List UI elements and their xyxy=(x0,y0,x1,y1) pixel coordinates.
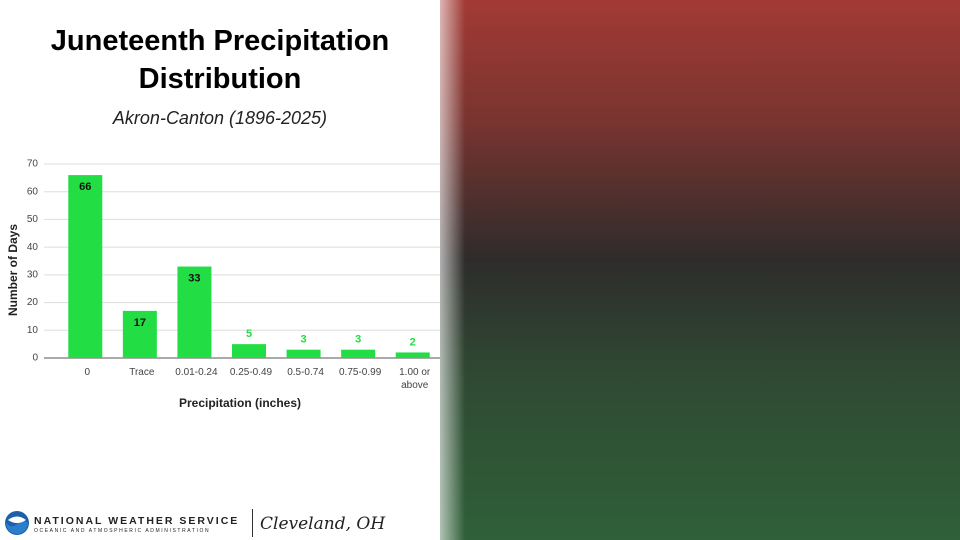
bar xyxy=(341,349,376,358)
y-tick-label: 40 xyxy=(27,242,39,253)
bar xyxy=(177,266,212,358)
x-axis-label: Precipitation (inches) xyxy=(179,396,301,410)
x-tick-label: 0.5-0.74 xyxy=(287,367,324,378)
x-tick-label: 1.00 or above xyxy=(399,367,431,391)
background-gradient xyxy=(440,0,960,540)
y-tick-label: 20 xyxy=(27,297,39,308)
bar xyxy=(232,344,266,358)
data-label: 17 xyxy=(134,317,146,329)
data-label: 33 xyxy=(188,272,200,284)
y-tick-label: 50 xyxy=(27,214,39,225)
data-label: 66 xyxy=(79,181,91,193)
x-tick-label: 0.01-0.24 xyxy=(175,367,218,378)
y-tick-label: 10 xyxy=(27,325,39,336)
data-label: 5 xyxy=(246,328,252,340)
agency-name: NATIONAL WEATHER SERVICE xyxy=(34,515,240,527)
background-fade xyxy=(425,0,465,540)
bar xyxy=(68,175,103,358)
y-tick-label: 60 xyxy=(27,186,39,197)
x-tick-label: 0.25-0.49 xyxy=(229,367,273,378)
y-axis-label: Number of Days xyxy=(6,224,20,316)
agency-subtitle: OCEANIC AND ATMOSPHERIC ADMINISTRATION xyxy=(34,528,211,534)
bar xyxy=(122,310,157,358)
y-tick-label: 0 xyxy=(32,353,38,364)
y-tick-label: 30 xyxy=(27,269,39,280)
separator xyxy=(252,509,253,537)
x-tick-label: 0.75-0.99 xyxy=(339,367,382,378)
x-tick-label: 0 xyxy=(84,367,91,378)
noaa-logo xyxy=(5,511,29,535)
x-tick-label: Trace xyxy=(129,367,155,378)
chart-title: Juneteenth Precipitation Distribution xyxy=(50,25,390,95)
y-tick-label: 70 xyxy=(27,159,39,170)
bar xyxy=(395,352,430,358)
data-label: 2 xyxy=(410,336,416,348)
bar xyxy=(286,349,321,358)
chart: Number of Days Precipitation (inches) 0 1… xyxy=(6,159,440,410)
data-label: 3 xyxy=(355,334,361,346)
office-name: Cleveland, OH xyxy=(260,514,386,534)
chart-subtitle: Akron-Canton (1896-2025) xyxy=(112,108,328,128)
data-label: 3 xyxy=(301,334,307,346)
